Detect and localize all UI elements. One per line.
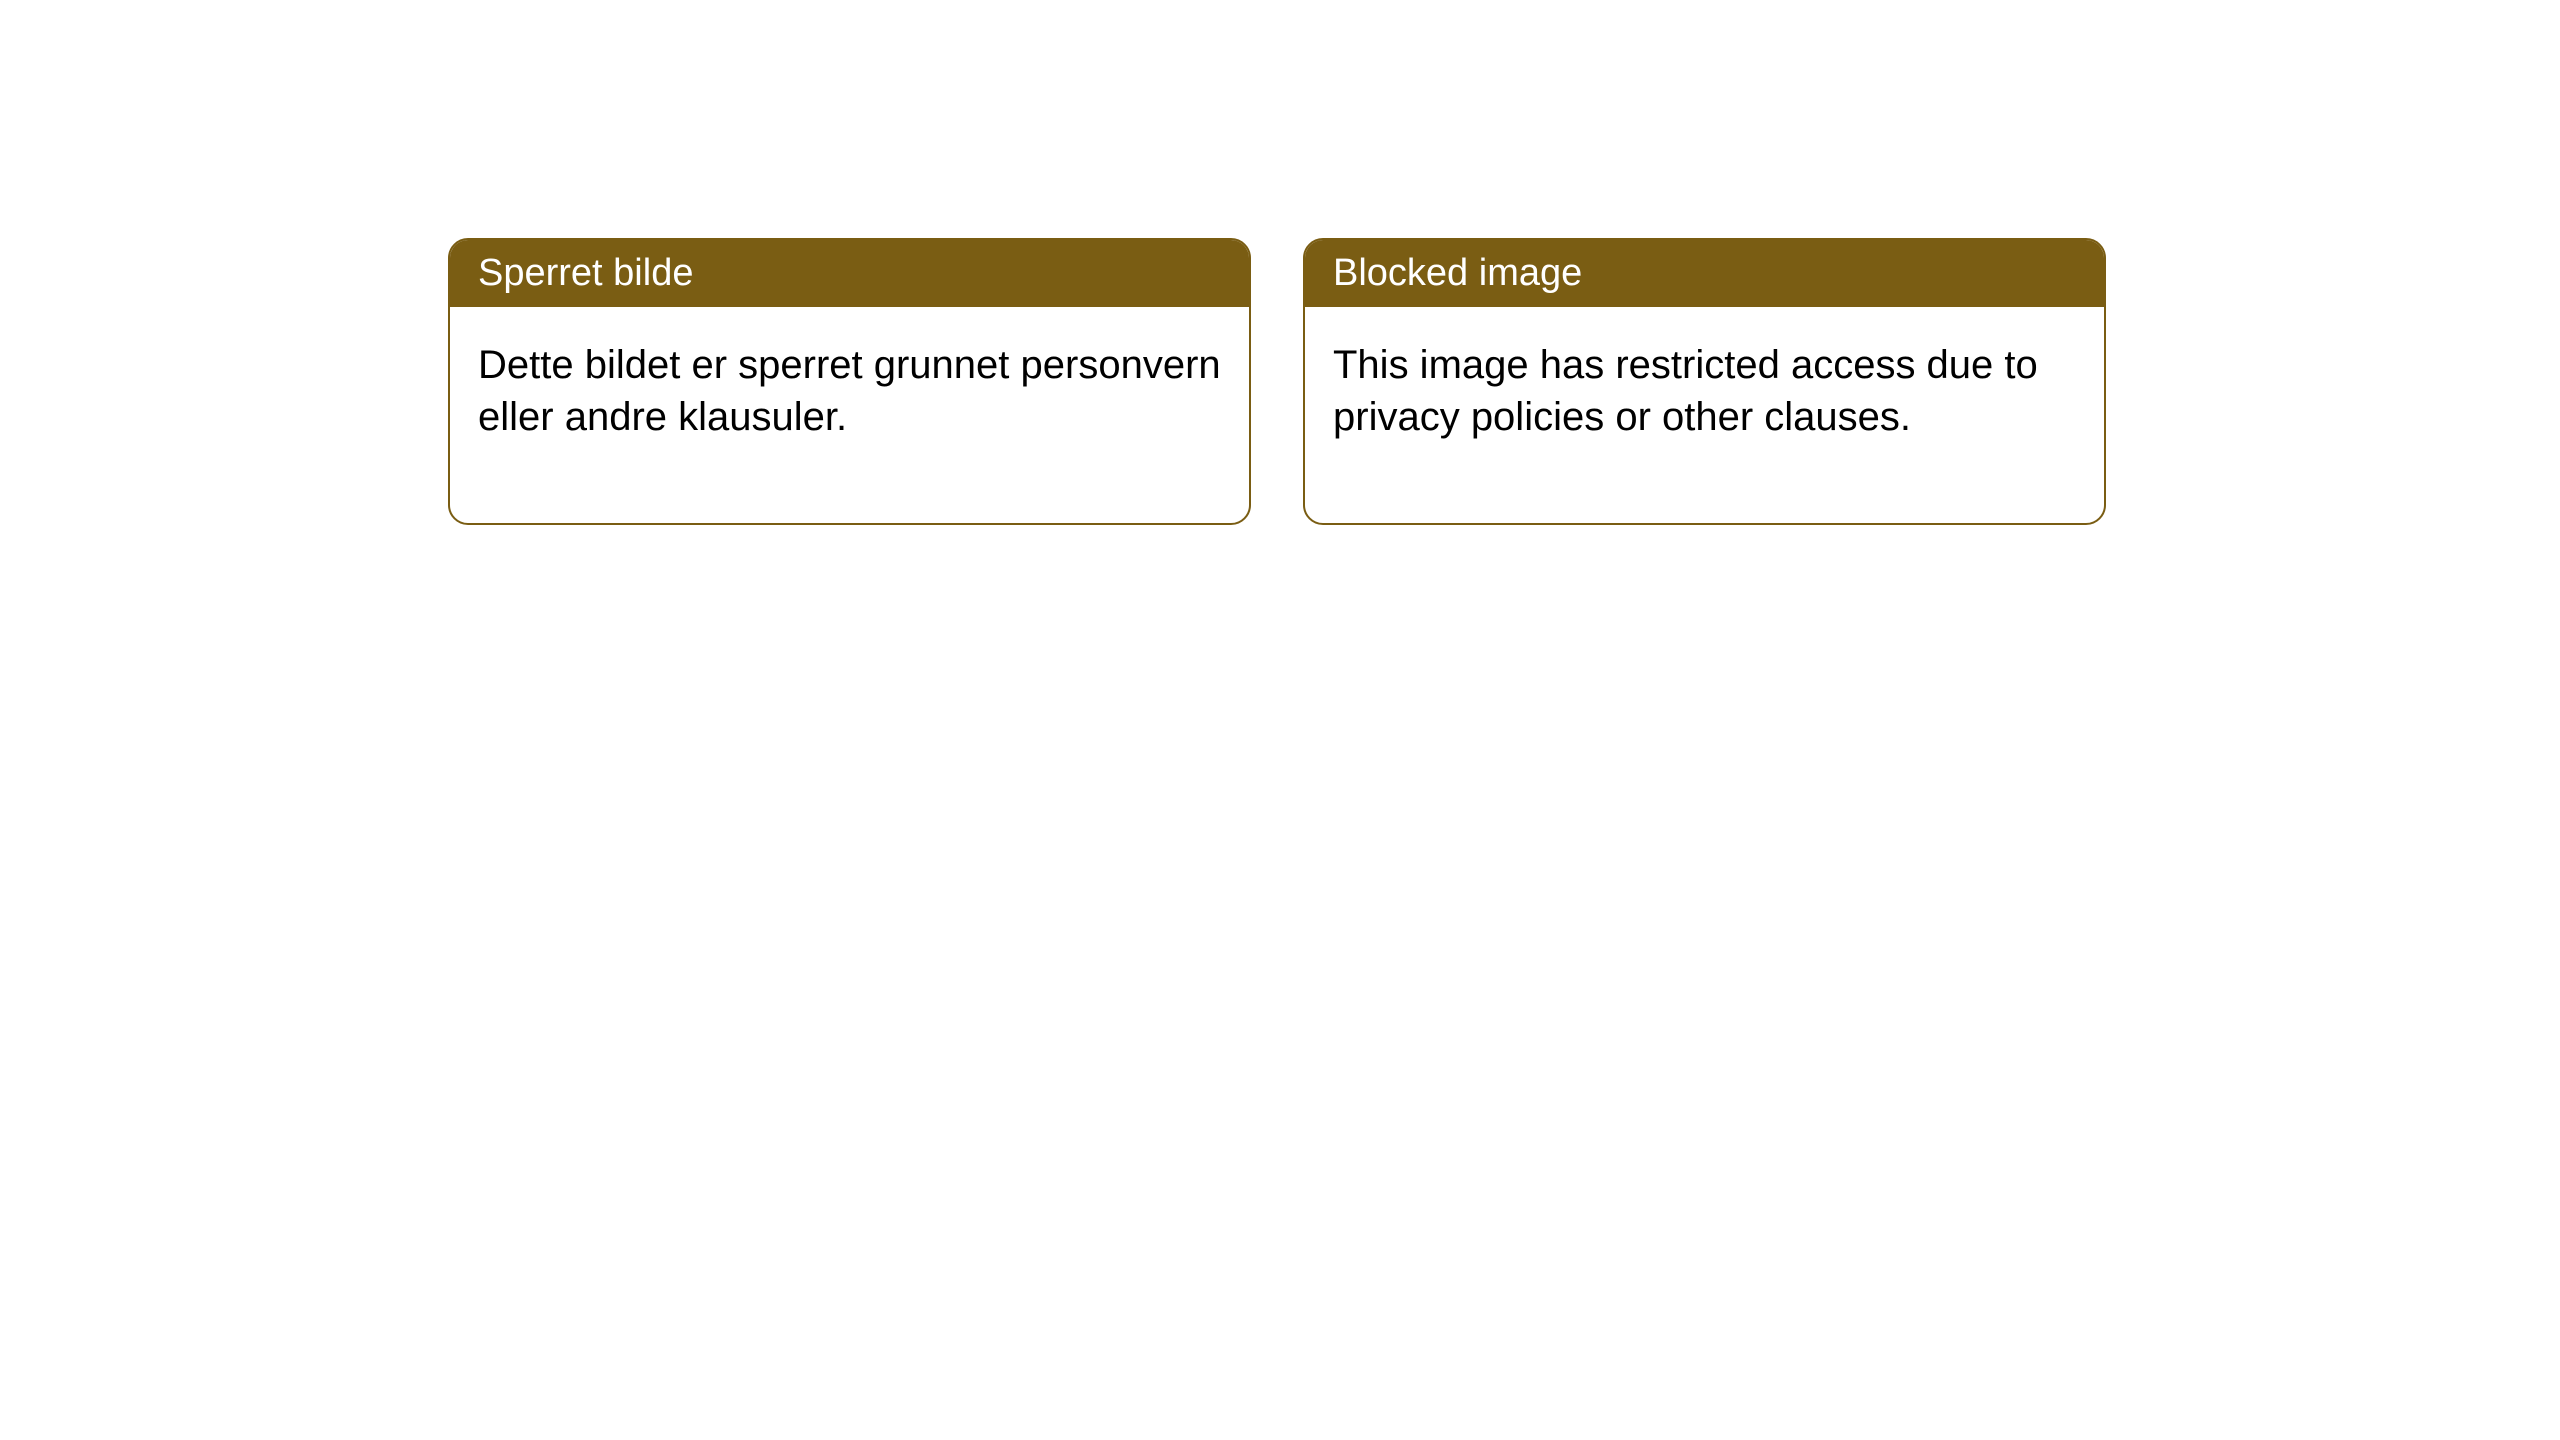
notice-card-english: Blocked image This image has restricted …	[1303, 238, 2106, 525]
notice-card-norwegian: Sperret bilde Dette bildet er sperret gr…	[448, 238, 1251, 525]
notice-title: Blocked image	[1305, 240, 2104, 307]
notice-message: Dette bildet er sperret grunnet personve…	[450, 307, 1249, 523]
notice-container: Sperret bilde Dette bildet er sperret gr…	[0, 0, 2560, 525]
notice-message: This image has restricted access due to …	[1305, 307, 2104, 523]
notice-title: Sperret bilde	[450, 240, 1249, 307]
